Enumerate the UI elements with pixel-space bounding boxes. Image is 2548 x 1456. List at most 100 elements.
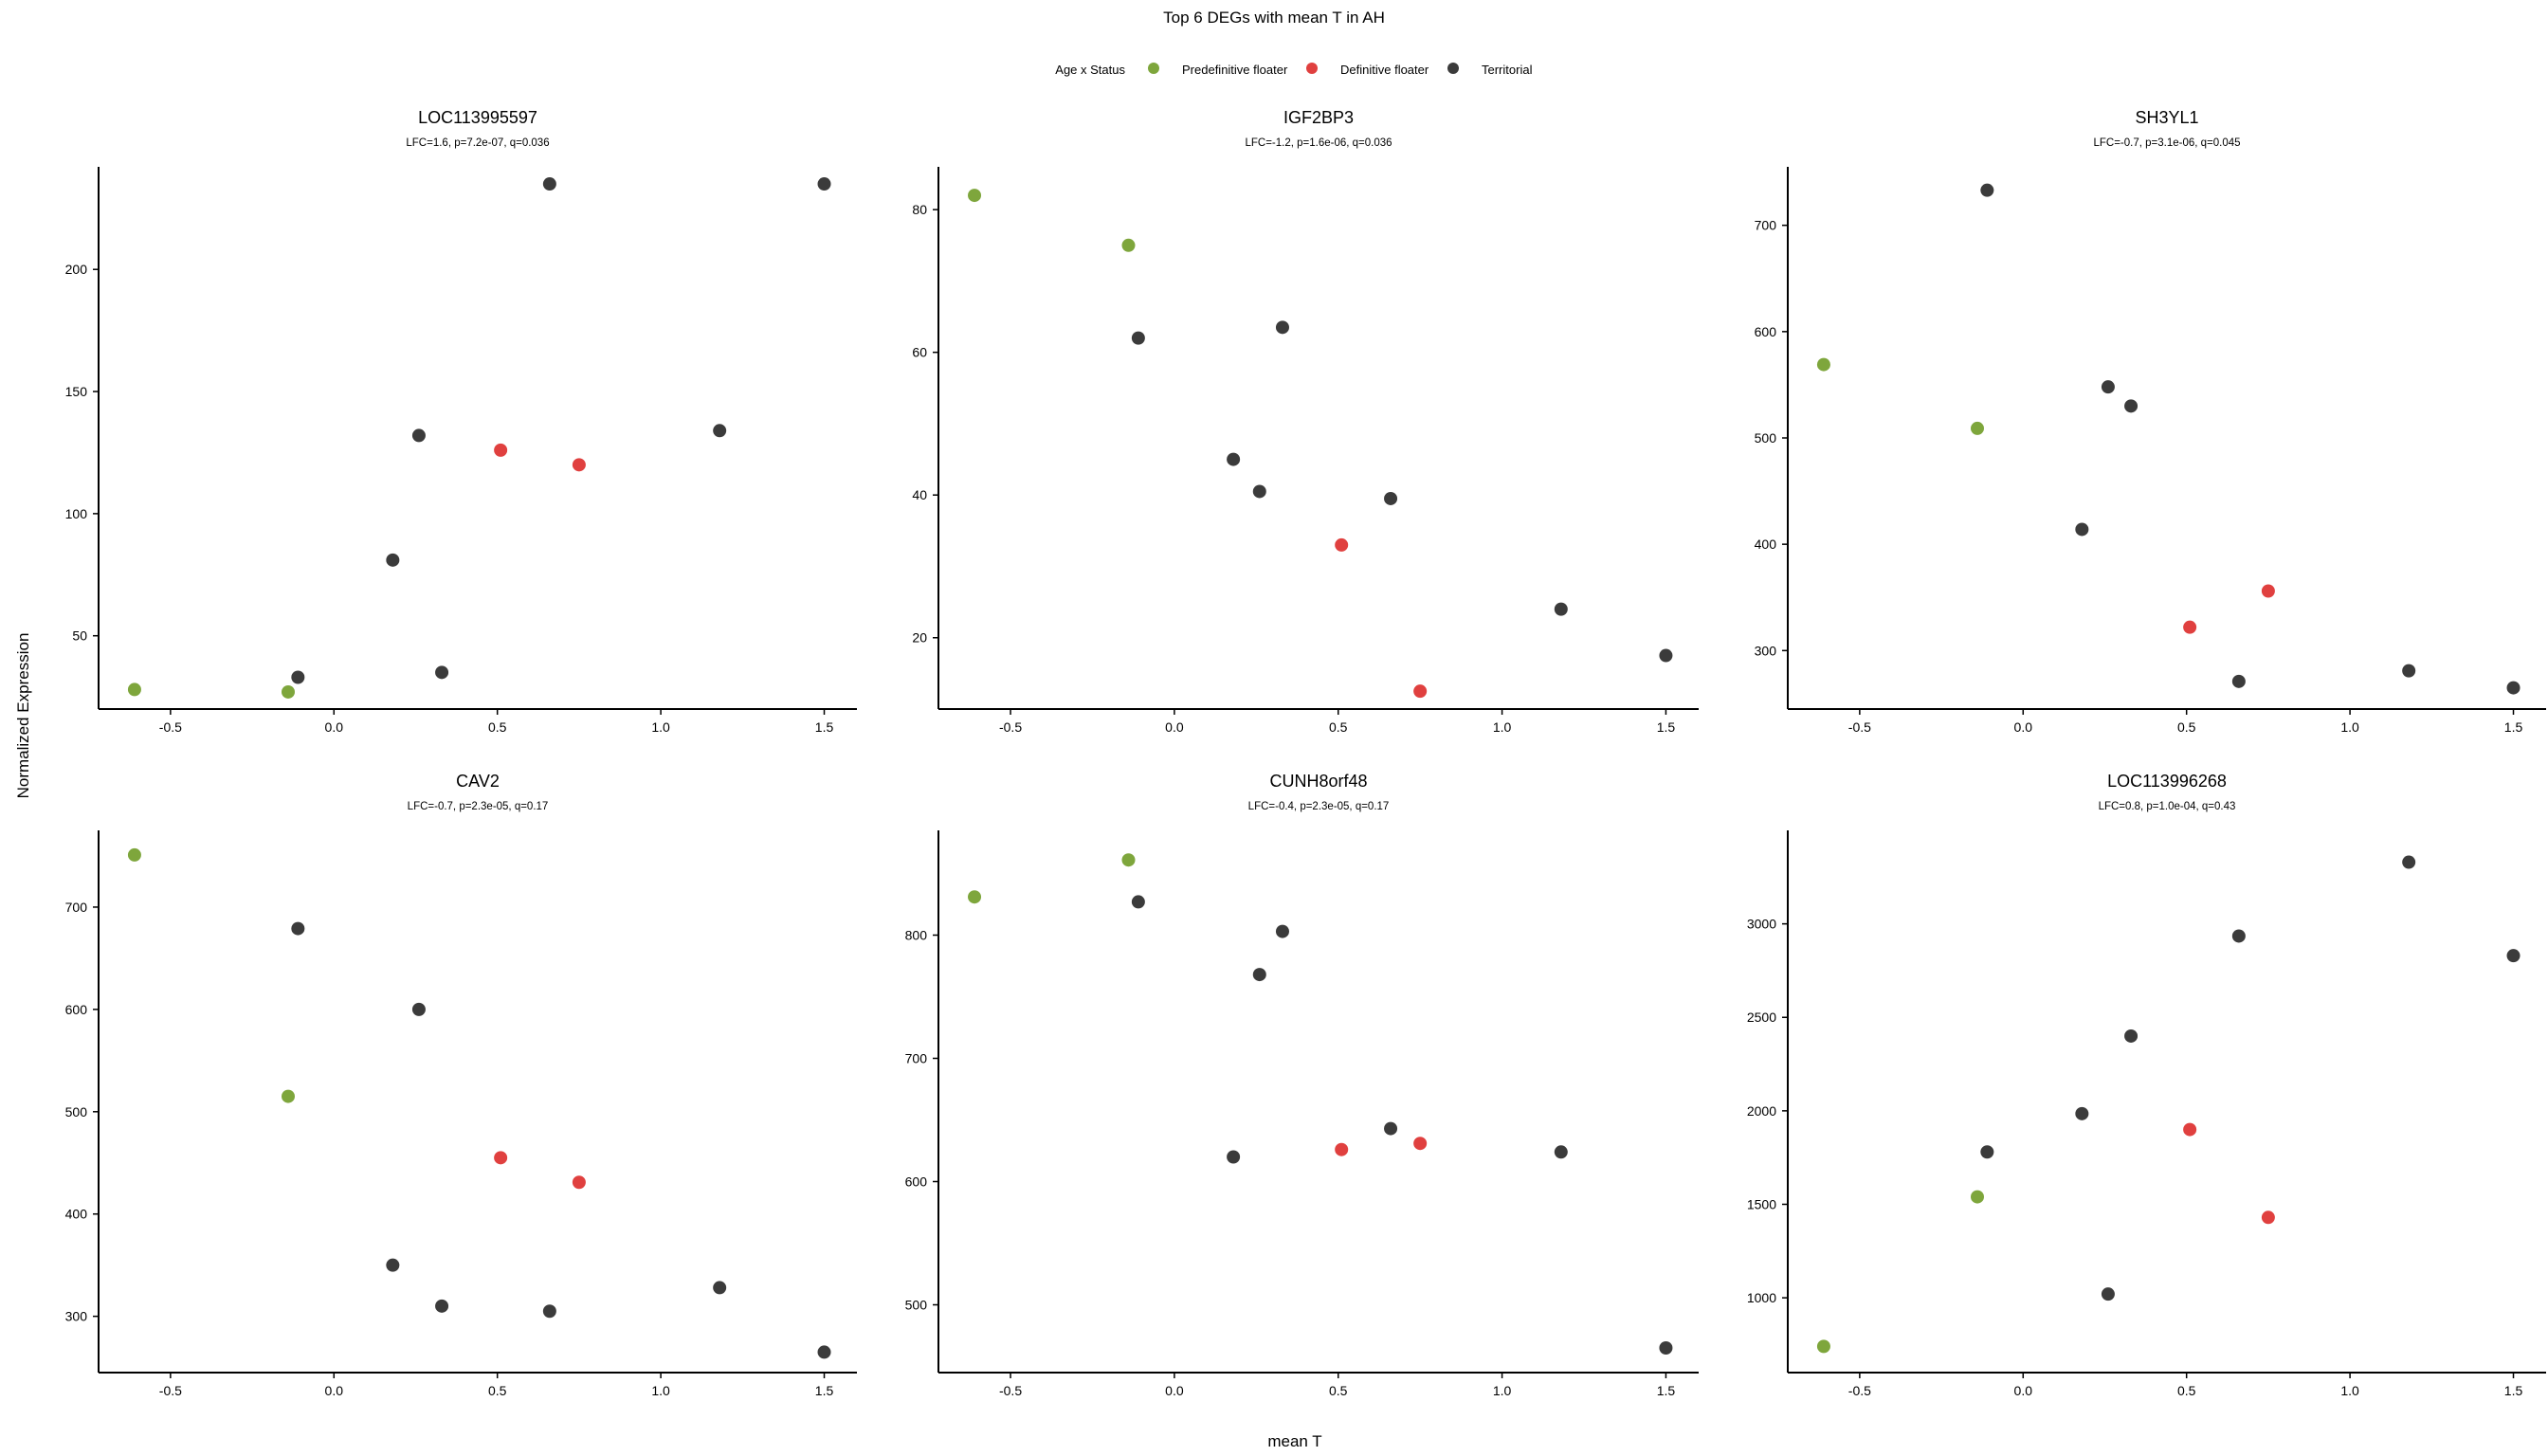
x-tick-label: 1.5 — [815, 1383, 834, 1398]
data-point-predefinitive-floater — [127, 682, 141, 697]
panel-igf2bp3: IGF2BP3 LFC=-1.2, p=1.6e-06, q=0.036 -0.5 0… — [912, 108, 1699, 735]
data-point-territorial — [411, 1002, 426, 1016]
panel-subtitle: LFC=-1.2, p=1.6e-06, q=0.036 — [1245, 137, 1392, 149]
data-point-territorial — [2506, 681, 2521, 695]
y-tick-label: 800 — [905, 928, 928, 943]
data-point-territorial — [2101, 1287, 2115, 1301]
y-tick-label: 40 — [912, 487, 927, 502]
y-tick-label: 700 — [65, 900, 88, 915]
data-point-territorial — [435, 665, 449, 680]
y-tick-label: 400 — [65, 1207, 88, 1222]
x-tick-label: 0.0 — [325, 719, 344, 735]
data-point-territorial — [1275, 924, 1289, 938]
data-point-predefinitive-floater — [282, 684, 295, 699]
y-tick-label: 2500 — [1747, 1010, 1776, 1025]
data-point-territorial — [1384, 1121, 1398, 1136]
y-tick-label: 700 — [1755, 218, 1777, 233]
data-point-territorial — [817, 1345, 831, 1359]
x-tick-label: -0.5 — [159, 1383, 182, 1398]
panel-title: CUNH8orf48 — [1269, 772, 1367, 791]
x-tick-label: 1.5 — [1657, 1383, 1676, 1398]
data-point-territorial — [1554, 602, 1568, 616]
data-point-definitive-floater — [494, 1151, 508, 1165]
data-point-definitive-floater — [2261, 1210, 2275, 1225]
data-point-territorial — [1131, 895, 1145, 909]
data-point-territorial — [1659, 1341, 1673, 1355]
x-tick-label: -0.5 — [999, 719, 1022, 735]
x-tick-label: 1.0 — [1493, 1383, 1512, 1398]
legend-key-predefinitive-floater — [1148, 63, 1159, 74]
data-point-definitive-floater — [2183, 1122, 2197, 1137]
data-point-definitive-floater — [2183, 620, 2197, 634]
y-tick-label: 600 — [905, 1174, 928, 1190]
data-point-definitive-floater — [494, 443, 508, 457]
y-tick-label: 80 — [912, 202, 927, 217]
panel-title: LOC113995597 — [418, 108, 537, 127]
data-point-territorial — [1227, 452, 1241, 466]
data-point-territorial — [713, 424, 727, 438]
data-point-definitive-floater — [2261, 584, 2275, 598]
data-point-territorial — [2402, 664, 2416, 678]
data-point-definitive-floater — [1413, 684, 1428, 699]
panel-title: LOC113996268 — [2107, 772, 2227, 791]
x-tick-label: 0.0 — [1165, 1383, 1184, 1398]
y-tick-label: 1000 — [1747, 1290, 1776, 1305]
data-point-predefinitive-floater — [1121, 238, 1136, 252]
data-point-territorial — [1554, 1145, 1568, 1159]
y-tick-label: 150 — [65, 384, 88, 399]
x-tick-label: 0.0 — [2014, 1383, 2033, 1398]
x-tick-label: 1.5 — [2504, 719, 2523, 735]
y-tick-label: 300 — [65, 1309, 88, 1324]
panel-subtitle: LFC=1.6, p=7.2e-07, q=0.036 — [406, 137, 549, 149]
x-tick-label: -0.5 — [999, 1383, 1022, 1398]
y-tick-label: 300 — [1755, 643, 1777, 658]
x-tick-label: 0.0 — [1165, 719, 1184, 735]
y-tick-label: 20 — [912, 630, 927, 646]
data-point-territorial — [1980, 1145, 1994, 1159]
data-point-territorial — [1252, 968, 1266, 982]
data-point-territorial — [2402, 855, 2416, 869]
data-point-definitive-floater — [572, 1175, 586, 1190]
data-point-predefinitive-floater — [282, 1089, 295, 1103]
data-point-predefinitive-floater — [1971, 421, 1984, 435]
x-tick-label: 0.0 — [325, 1383, 344, 1398]
panel-sh3yl1: SH3YL1 LFC=-0.7, p=3.1e-06, q=0.045 -0.5 0.… — [1755, 108, 2546, 735]
data-point-definitive-floater — [1413, 1137, 1428, 1151]
x-tick-label: 1.0 — [2340, 719, 2359, 735]
y-tick-label: 600 — [65, 1002, 88, 1017]
data-point-territorial — [291, 670, 305, 684]
data-point-territorial — [2124, 1028, 2138, 1043]
data-point-predefinitive-floater — [1971, 1190, 1984, 1204]
legend-label-predefinitive-floater: Predefinitive floater — [1182, 63, 1288, 77]
data-point-territorial — [2075, 522, 2089, 537]
y-tick-label: 600 — [1755, 324, 1777, 339]
y-tick-label: 1500 — [1747, 1196, 1776, 1211]
x-tick-label: 0.5 — [2177, 719, 2196, 735]
data-point-predefinitive-floater — [1816, 1339, 1830, 1354]
data-point-predefinitive-floater — [127, 847, 141, 862]
y-tick-label: 500 — [1755, 430, 1777, 446]
data-point-territorial — [2506, 949, 2521, 963]
x-tick-label: 1.5 — [2504, 1383, 2523, 1398]
y-tick-label: 400 — [1755, 537, 1777, 552]
x-tick-label: 0.5 — [1329, 719, 1348, 735]
data-point-territorial — [291, 921, 305, 936]
panel-title: IGF2BP3 — [1283, 108, 1354, 127]
figure-title: Top 6 DEGs with mean T in AH — [1163, 9, 1385, 27]
x-tick-label: -0.5 — [159, 719, 182, 735]
data-point-territorial — [2231, 674, 2246, 688]
data-point-territorial — [386, 553, 400, 567]
x-tick-label: 0.5 — [2177, 1383, 2196, 1398]
legend-key-territorial — [1447, 63, 1459, 74]
x-tick-label: 1.0 — [2340, 1383, 2359, 1398]
x-tick-label: 0.5 — [488, 1383, 507, 1398]
data-point-predefinitive-floater — [968, 189, 982, 203]
x-tick-label: 1.0 — [651, 719, 670, 735]
data-point-territorial — [1659, 648, 1673, 663]
y-tick-label: 700 — [905, 1051, 928, 1066]
x-tick-label: 0.0 — [2014, 719, 2033, 735]
x-tick-label: -0.5 — [1848, 719, 1871, 735]
facet-panels: LOC113995597 LFC=1.6, p=7.2e-07, q=0.036 -… — [65, 108, 2546, 1398]
y-tick-label: 60 — [912, 345, 927, 360]
data-point-territorial — [542, 177, 556, 191]
